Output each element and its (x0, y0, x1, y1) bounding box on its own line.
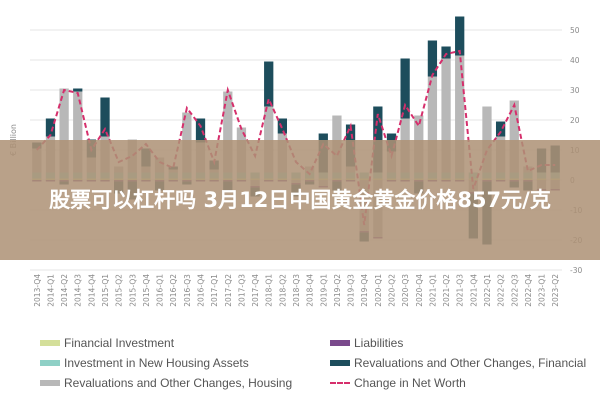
legend-label: Financial Investment (64, 336, 175, 350)
bar-segment (495, 121, 506, 137)
x-tick-label: 2016-Q4 (197, 274, 206, 307)
x-tick-label: 2019-Q4 (360, 274, 369, 307)
x-tick-label: 2014-Q4 (87, 274, 96, 307)
y-tick-label: 40 (570, 56, 580, 65)
x-tick-label: 2016-Q2 (169, 274, 178, 307)
x-tick-label: 2015-Q3 (128, 274, 137, 307)
x-tick-label: 2015-Q4 (142, 274, 151, 307)
x-tick-label: 2022-Q3 (510, 274, 519, 307)
x-tick-label: 2017-Q1 (210, 274, 219, 307)
bar-segment (277, 118, 287, 134)
x-tick-label: 2022-Q1 (483, 274, 492, 307)
bar-segment (509, 100, 519, 173)
legend-swatch (330, 360, 350, 366)
bar-segment (223, 91, 233, 173)
bar-segment (264, 61, 274, 107)
x-tick-label: 2021-Q3 (456, 274, 465, 307)
legend-item-reval-financial: Revaluations and Other Changes, Financia… (330, 354, 586, 372)
headline-banner: 股票可以杠杆吗 3月12日中国黄金黄金价格857元/克 (0, 140, 600, 260)
bar-segment (441, 46, 451, 59)
legend-item-net-worth: Change in Net Worth (330, 374, 466, 392)
bar-segment (427, 76, 438, 173)
bar-segment (73, 91, 83, 173)
x-tick-label: 2020-Q2 (388, 274, 397, 307)
bar-segment (264, 106, 274, 173)
y-tick-label: 20 (570, 116, 580, 125)
headline-text: 股票可以杠杆吗 3月12日中国黄金黄金价格857元/克 (49, 188, 551, 212)
bar-segment (100, 97, 110, 137)
legend-label: Revaluations and Other Changes, Housing (64, 376, 293, 390)
legend-swatch (330, 382, 350, 384)
y-tick-label: -30 (570, 266, 582, 275)
bar-segment (73, 88, 83, 92)
bar-segment (427, 40, 438, 77)
x-tick-label: 2019-Q3 (347, 274, 356, 307)
x-tick-label: 2019-Q2 (333, 274, 342, 307)
x-tick-label: 2020-Q3 (401, 274, 410, 307)
bar-segment (455, 55, 465, 173)
bar-segment (373, 106, 383, 173)
legend-item-financial-investment: Financial Investment (40, 334, 174, 352)
x-tick-label: 2017-Q2 (224, 274, 233, 307)
x-tick-label: 2018-Q1 (265, 274, 274, 307)
legend-swatch (330, 340, 350, 346)
x-tick-label: 2014-Q2 (60, 274, 69, 307)
y-tick-label: 30 (570, 86, 580, 95)
x-tick-label: 2015-Q1 (101, 274, 110, 307)
x-tick-label: 2020-Q1 (374, 274, 383, 307)
x-tick-label: 2015-Q2 (115, 274, 124, 307)
x-tick-label: 2023-Q2 (551, 274, 560, 307)
x-tick-label: 2018-Q4 (306, 274, 315, 307)
x-tick-label: 2019-Q1 (319, 274, 328, 307)
legend-item-reval-housing: Revaluations and Other Changes, Housing (40, 374, 292, 392)
bar-segment (441, 58, 451, 173)
x-tick-label: 2018-Q2 (278, 274, 287, 307)
y-tick-label: 50 (570, 26, 580, 35)
x-tick-label: 2017-Q3 (237, 274, 246, 307)
x-tick-label: 2017-Q4 (251, 274, 260, 307)
bar-segment (400, 58, 410, 119)
x-tick-label: 2021-Q1 (428, 274, 437, 307)
legend-label: Liabilities (354, 336, 404, 350)
x-tick-label: 2013-Q4 (33, 274, 42, 307)
legend-swatch (40, 340, 60, 346)
x-tick-label: 2014-Q1 (47, 274, 56, 307)
legend-swatch (40, 380, 60, 386)
x-tick-label: 2022-Q2 (497, 274, 506, 307)
x-tick-label: 2016-Q3 (183, 274, 192, 307)
x-tick-label: 2016-Q1 (156, 274, 165, 307)
bar-segment (455, 16, 465, 56)
legend-swatch (40, 360, 60, 366)
x-tick-label: 2021-Q4 (469, 274, 478, 307)
legend-label: Revaluations and Other Changes, Financia… (354, 356, 587, 370)
bar-segment (482, 106, 492, 173)
x-tick-label: 2020-Q4 (415, 274, 424, 307)
legend-label: Change in Net Worth (354, 376, 466, 390)
legend-label: Investment in New Housing Assets (64, 356, 249, 370)
chart-legend: Financial Investment Liabilities Investm… (40, 334, 586, 394)
x-tick-label: 2018-Q3 (292, 274, 301, 307)
x-tick-label: 2023-Q1 (538, 274, 547, 307)
x-tick-label: 2014-Q3 (74, 274, 83, 307)
x-tick-label: 2021-Q2 (442, 274, 451, 307)
bar-segment (59, 88, 69, 173)
legend-item-new-housing: Investment in New Housing Assets (40, 354, 249, 372)
bar-segment (195, 118, 206, 143)
x-tick-label: 2022-Q4 (524, 274, 533, 307)
legend-item-liabilities: Liabilities (330, 334, 403, 352)
bar-segment (45, 118, 56, 137)
